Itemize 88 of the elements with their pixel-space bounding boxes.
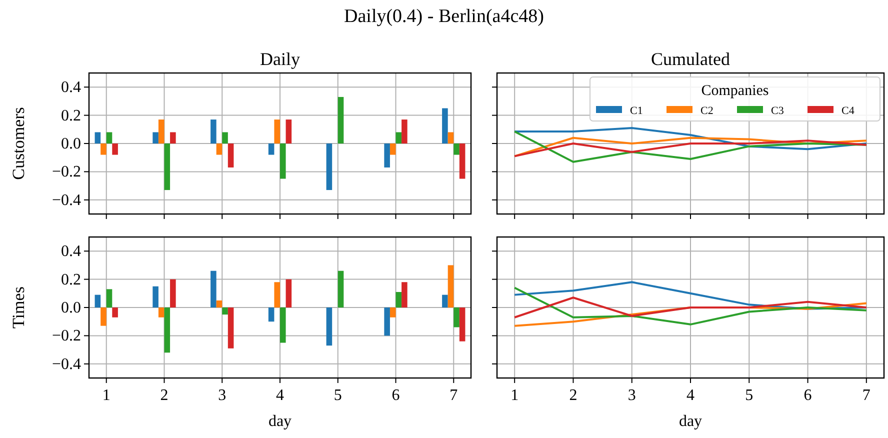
- legend-label: C3: [771, 105, 784, 117]
- bar: [228, 144, 234, 168]
- bar: [459, 308, 466, 342]
- bar: [170, 132, 176, 144]
- bar: [338, 96, 344, 144]
- y-tick-label: 0.4: [61, 79, 81, 96]
- legend-label: C4: [842, 105, 855, 117]
- x-axis-title: day: [268, 413, 292, 430]
- x-tick-label: 1: [510, 387, 519, 404]
- bar: [286, 120, 292, 144]
- bar: [100, 308, 106, 326]
- x-tick-label: 5: [334, 387, 342, 404]
- bar: [164, 308, 170, 353]
- x-tick-label: 1: [102, 387, 110, 404]
- bar: [222, 308, 228, 315]
- y-tick-label: −0.2: [52, 328, 81, 345]
- x-tick-label: 7: [862, 387, 870, 404]
- bar: [112, 308, 118, 318]
- bar: [390, 308, 396, 318]
- bar: [164, 144, 170, 190]
- text: Daily(0.4) - Berlin(a4c48): [344, 6, 544, 27]
- x-tick-label: 2: [569, 387, 578, 404]
- bar: [94, 132, 101, 144]
- bar: [100, 144, 106, 155]
- y-axis-title: Customers: [9, 107, 28, 180]
- bar: [402, 120, 408, 144]
- bar: [222, 132, 228, 144]
- bar: [274, 120, 280, 144]
- bar: [338, 270, 344, 308]
- legend-label: C2: [700, 105, 714, 117]
- bar: [390, 144, 396, 155]
- bar: [454, 144, 460, 155]
- bar: [152, 286, 158, 308]
- y-tick-label: −0.2: [52, 164, 81, 181]
- bar: [396, 292, 402, 308]
- legend-title: Companies: [701, 83, 769, 99]
- bar: [396, 132, 402, 144]
- bar: [326, 308, 332, 346]
- bar: [459, 144, 466, 179]
- bar: [286, 279, 292, 308]
- y-tick-label: 0.2: [61, 271, 81, 288]
- bar: [158, 308, 164, 318]
- bar: [448, 132, 454, 144]
- bar: [384, 308, 390, 336]
- bar: [210, 120, 216, 144]
- bar: [442, 108, 448, 144]
- bar: [158, 120, 164, 144]
- x-tick-label: 6: [392, 387, 400, 404]
- y-tick-label: −0.4: [52, 356, 81, 373]
- bar: [216, 300, 222, 308]
- x-tick-label: 7: [450, 387, 458, 404]
- x-tick-label: 4: [686, 387, 694, 404]
- bar: [280, 144, 286, 179]
- chart-title: Daily: [260, 49, 300, 69]
- bar: [216, 144, 222, 155]
- bar: [268, 144, 274, 155]
- y-tick-label: 0.0: [61, 136, 81, 152]
- bar: [274, 282, 280, 308]
- y-tick-label: 0.0: [61, 300, 81, 316]
- bar: [442, 294, 448, 308]
- bar: [94, 294, 101, 308]
- bar: [106, 132, 112, 144]
- y-tick-label: 0.4: [61, 243, 81, 260]
- bar: [384, 144, 390, 168]
- y-tick-label: −0.4: [52, 192, 81, 209]
- y-tick-label: 0.2: [61, 107, 81, 124]
- bar: [210, 270, 216, 308]
- bar: [402, 282, 408, 308]
- x-tick-label: 5: [745, 387, 754, 404]
- bar: [106, 289, 112, 308]
- chart-title: Cumulated: [651, 49, 730, 69]
- bar: [326, 144, 332, 190]
- x-tick-label: 3: [218, 387, 226, 404]
- bar: [112, 144, 118, 155]
- x-tick-label: 4: [276, 387, 284, 404]
- bar: [448, 265, 454, 308]
- bar: [228, 308, 234, 348]
- x-axis-title: day: [678, 413, 702, 430]
- x-tick-label: 2: [160, 387, 168, 404]
- bar: [268, 308, 274, 322]
- y-axis-title: Times: [9, 286, 28, 328]
- bar: [454, 308, 460, 328]
- x-tick-label: 6: [804, 387, 812, 404]
- bar: [280, 308, 286, 343]
- x-tick-label: 3: [628, 387, 636, 404]
- bar: [152, 132, 158, 144]
- bar: [170, 279, 176, 308]
- legend-label: C1: [630, 105, 643, 117]
